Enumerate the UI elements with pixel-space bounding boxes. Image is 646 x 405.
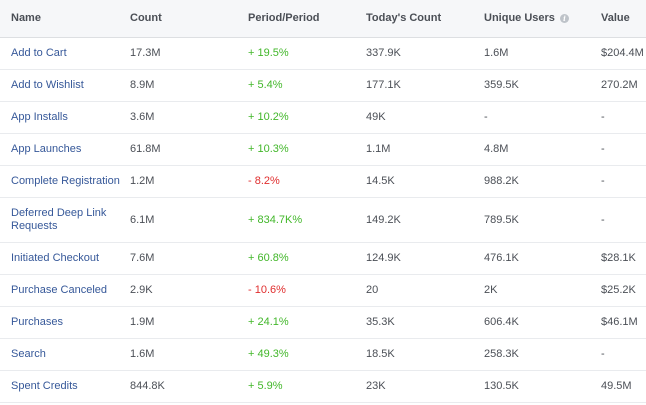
unique-users-cell: 4.8M <box>484 143 509 155</box>
period-change-cell: - 10.6% <box>248 284 286 296</box>
value-cell: - <box>601 213 605 226</box>
unique-users-cell: 359.5K <box>484 79 519 91</box>
unique-users-cell: 2K <box>484 284 498 296</box>
today-count-cell: 1.1M <box>366 143 391 155</box>
event-name-link[interactable]: Search <box>11 348 46 360</box>
unique-users-cell: 476.1K <box>484 252 519 264</box>
period-change-cell: + 834.7K% <box>248 213 303 226</box>
today-count-cell: 149.2K <box>366 213 401 226</box>
event-name-link[interactable]: Purchases <box>11 316 63 328</box>
value-cell: $46.1M <box>601 316 638 328</box>
period-change-cell: + 10.3% <box>248 143 289 155</box>
unique-users-cell: 1.6M <box>484 47 509 59</box>
value-cell: $25.2K <box>601 284 636 296</box>
count-cell: 3.6M <box>130 111 155 123</box>
value-cell: - <box>601 111 605 123</box>
table-row: Complete Registration 1.2M - 8.2% 14.5K 988.… <box>0 166 646 198</box>
period-change-cell: + 60.8% <box>248 252 289 264</box>
count-cell: 1.2M <box>130 175 155 187</box>
event-name-link[interactable]: Add to Cart <box>11 47 67 59</box>
unique-users-cell: 606.4K <box>484 316 519 328</box>
unique-users-cell: 258.3K <box>484 348 519 360</box>
unique-users-cell: 789.5K <box>484 213 519 226</box>
column-header-unique-users[interactable]: Unique Users i <box>484 0 569 37</box>
value-cell: - <box>601 143 605 155</box>
value-cell: - <box>601 175 605 187</box>
event-name-link[interactable]: Initiated Checkout <box>11 252 100 264</box>
count-cell: 17.3M <box>130 47 161 59</box>
event-name-link[interactable]: App Installs <box>11 111 68 123</box>
event-name-link[interactable]: Deferred Deep Link Requests <box>11 207 107 232</box>
column-header-count[interactable]: Count <box>130 12 162 24</box>
today-count-cell: 177.1K <box>366 79 401 91</box>
table-body: Add to Cart 17.3M + 19.5% 337.9K 1.6M $204.4M… <box>0 38 646 403</box>
event-name-link[interactable]: Spent Credits <box>11 380 78 392</box>
event-name-link[interactable]: Complete Registration <box>11 175 120 187</box>
event-name-link[interactable]: Add to Wishlist <box>11 79 84 91</box>
column-header-name[interactable]: Name <box>11 12 41 24</box>
today-count-cell: 20 <box>366 284 379 296</box>
value-cell: 270.2M <box>601 79 638 91</box>
today-count-cell: 18.5K <box>366 348 395 360</box>
event-name-link[interactable]: App Launches <box>11 143 82 155</box>
info-icon[interactable]: i <box>559 14 569 23</box>
table-row: Spent Credits 844.8K + 5.9% 23K 130.5K 49.5M <box>0 371 646 403</box>
table-row: Initiated Checkout 7.6M + 60.8% 124.9K 476.1… <box>0 243 646 275</box>
count-cell: 7.6M <box>130 252 155 264</box>
table-row: App Installs 3.6M + 10.2% 49K - - <box>0 102 646 134</box>
today-count-cell: 14.5K <box>366 175 395 187</box>
unique-users-cell: - <box>484 111 488 123</box>
column-header-today-count[interactable]: Today's Count <box>366 12 442 24</box>
table-row: Purchases 1.9M + 24.1% 35.3K 606.4K $46.1M <box>0 307 646 339</box>
value-cell: $28.1K <box>601 252 636 264</box>
count-cell: 6.1M <box>130 213 155 226</box>
period-change-cell: + 49.3% <box>248 348 289 360</box>
column-header-value[interactable]: Value <box>601 12 630 24</box>
today-count-cell: 49K <box>366 111 386 123</box>
table-row: Add to Cart 17.3M + 19.5% 337.9K 1.6M $204.4M <box>0 38 646 70</box>
count-cell: 844.8K <box>130 380 165 392</box>
event-name-link[interactable]: Purchase Canceled <box>11 284 108 296</box>
table-row: App Launches 61.8M + 10.3% 1.1M 4.8M - <box>0 134 646 166</box>
today-count-cell: 23K <box>366 380 386 392</box>
count-cell: 61.8M <box>130 143 161 155</box>
period-change-cell: - 8.2% <box>248 175 280 187</box>
period-change-cell: + 5.9% <box>248 380 283 392</box>
period-change-cell: + 10.2% <box>248 111 289 123</box>
today-count-cell: 35.3K <box>366 316 395 328</box>
period-change-cell: + 19.5% <box>248 47 289 59</box>
value-cell: 49.5M <box>601 380 632 392</box>
table-row: Purchase Canceled 2.9K - 10.6% 20 2K $25.2K <box>0 275 646 307</box>
value-cell: $204.4M <box>601 47 644 59</box>
today-count-cell: 337.9K <box>366 47 401 59</box>
table-row: Deferred Deep Link Requests 6.1M + 834.7K%… <box>0 198 646 243</box>
count-cell: 1.9M <box>130 316 155 328</box>
table-row: Search 1.6M + 49.3% 18.5K 258.3K - <box>0 339 646 371</box>
unique-users-cell: 988.2K <box>484 175 519 187</box>
count-cell: 1.6M <box>130 348 155 360</box>
table-row: Add to Wishlist 8.9M + 5.4% 177.1K 359.5K 270… <box>0 70 646 102</box>
column-header-period[interactable]: Period/Period <box>248 12 320 24</box>
period-change-cell: + 5.4% <box>248 79 283 91</box>
count-cell: 8.9M <box>130 79 155 91</box>
unique-users-cell: 130.5K <box>484 380 519 392</box>
period-change-cell: + 24.1% <box>248 316 289 328</box>
count-cell: 2.9K <box>130 284 153 296</box>
table-header-row: Name Count Period/Period Today's Count U… <box>0 0 646 38</box>
today-count-cell: 124.9K <box>366 252 401 264</box>
value-cell: - <box>601 348 605 360</box>
column-header-unique-users-label: Unique Users <box>484 12 555 24</box>
